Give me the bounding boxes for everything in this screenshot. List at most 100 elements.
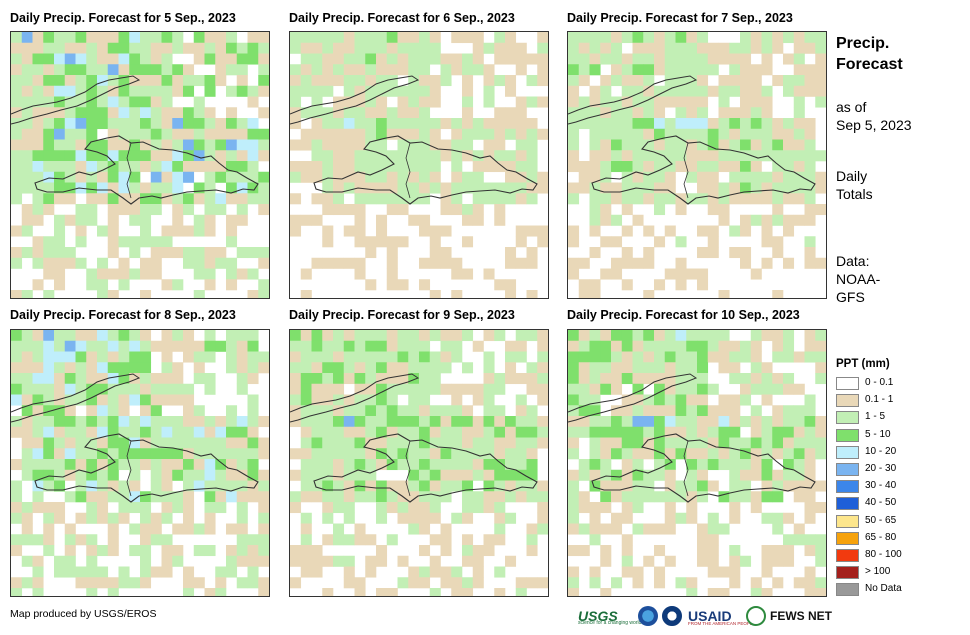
precip-cell (258, 247, 269, 259)
precip-cell (107, 469, 119, 481)
precip-cell (129, 32, 141, 44)
precip-cell (462, 534, 474, 546)
precip-cell (43, 459, 55, 471)
precip-cell (589, 523, 601, 535)
precip-cell (494, 139, 506, 151)
precip-cell (365, 459, 377, 471)
precip-cell (333, 373, 345, 385)
precip-cell (804, 448, 816, 460)
precip-cell (568, 416, 580, 428)
precip-cell (664, 139, 676, 151)
precip-cell (311, 107, 323, 119)
precip-cell (21, 128, 33, 140)
precip-cell (750, 128, 762, 140)
precip-cell (761, 225, 773, 237)
precip-cell (365, 182, 377, 194)
precip-cell (32, 405, 44, 417)
forecast-map-sep9 (289, 329, 549, 597)
precip-cell (86, 437, 98, 449)
precip-cell (183, 566, 195, 578)
precip-cell (129, 53, 141, 65)
precip-cell (311, 394, 323, 406)
legend-swatch (836, 583, 859, 597)
precip-cell (462, 459, 474, 471)
precip-cell (632, 128, 644, 140)
precip-cell (686, 480, 698, 492)
precip-cell (621, 426, 633, 438)
precip-cell (107, 204, 119, 216)
precip-cell (343, 469, 355, 481)
precip-cell (451, 351, 463, 363)
precip-cell (718, 193, 730, 205)
precip-cell (354, 491, 366, 503)
precip-cell (621, 85, 633, 97)
precip-cell (161, 171, 173, 183)
precip-cell (290, 491, 302, 503)
precip-cell (621, 204, 633, 216)
precip-cell (611, 577, 623, 589)
precip-cell (515, 53, 527, 65)
precip-cell (43, 171, 55, 183)
precip-cell (718, 150, 730, 162)
precip-cell (54, 330, 66, 342)
precip-cell (718, 340, 730, 352)
precip-cell (815, 75, 826, 87)
precip-cell (118, 480, 130, 492)
precip-cell (578, 383, 590, 395)
precip-cell (654, 373, 666, 385)
precip-cell (440, 448, 452, 460)
precip-cell (462, 96, 474, 108)
precip-cell (215, 588, 227, 596)
precip-cell (54, 268, 66, 280)
precip-cell (11, 128, 23, 140)
precip-cell (343, 448, 355, 460)
precip-cell (451, 577, 463, 589)
precip-cell (589, 64, 601, 76)
precip-cell (451, 480, 463, 492)
precip-cell (333, 150, 345, 162)
precip-cell (247, 96, 259, 108)
precip-cell (118, 236, 130, 248)
precip-cell (578, 426, 590, 438)
precip-cell (815, 555, 826, 567)
precip-cell (697, 225, 709, 237)
precip-cell (75, 416, 87, 428)
precip-cell (815, 362, 826, 374)
precip-cell (354, 577, 366, 589)
precip-cell (600, 373, 612, 385)
precip-cell (75, 139, 87, 151)
precip-cell (300, 448, 312, 460)
precip-cell (793, 32, 805, 44)
precip-cell (183, 85, 195, 97)
precip-cell (172, 383, 184, 395)
usgs-wordmark: USGS (578, 608, 618, 624)
precip-cell (483, 268, 495, 280)
precip-cell (494, 204, 506, 216)
precip-cell (343, 491, 355, 503)
precip-cell (664, 42, 676, 54)
precip-cell (226, 555, 238, 567)
precip-cell (632, 459, 644, 471)
precip-cell (97, 75, 109, 87)
precip-cell (75, 107, 87, 119)
precip-cell (172, 373, 184, 385)
precip-cell (226, 53, 238, 65)
precip-cell (526, 193, 538, 205)
precip-cell (161, 53, 173, 65)
precip-cell (97, 577, 109, 589)
precip-cell (686, 171, 698, 183)
precip-cell (804, 139, 816, 151)
precip-cell (483, 75, 495, 87)
precip-cell (697, 182, 709, 194)
precip-cell (376, 107, 388, 119)
precip-cell (54, 340, 66, 352)
precip-cell (451, 128, 463, 140)
precip-cell (729, 171, 741, 183)
precip-cell (150, 257, 162, 269)
precip-cell (600, 416, 612, 428)
precip-cell (204, 182, 216, 194)
precip-cell (686, 64, 698, 76)
precip-cell (129, 491, 141, 503)
precip-cell (429, 42, 441, 54)
precip-cell (621, 257, 633, 269)
